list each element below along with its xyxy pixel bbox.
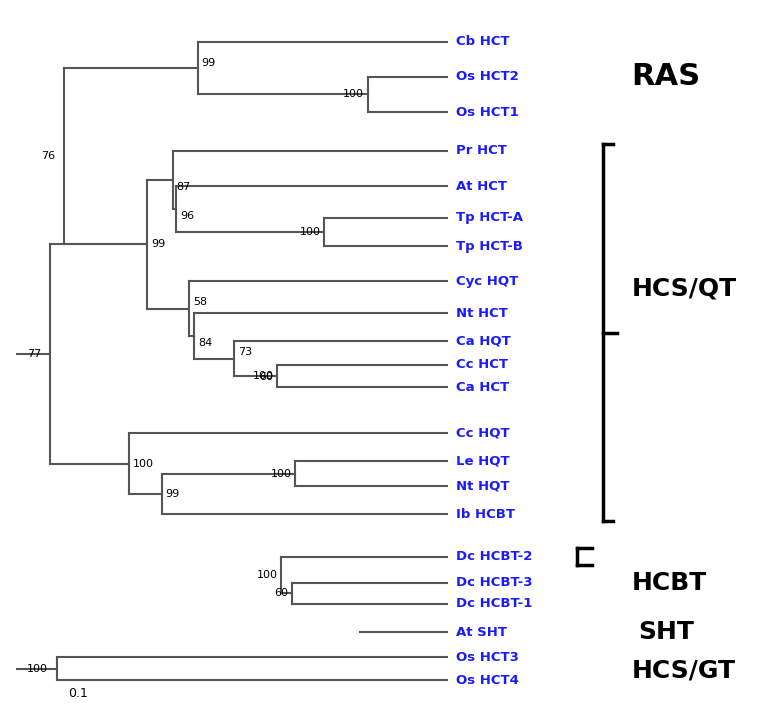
Text: Dc HCBT-2: Dc HCBT-2 bbox=[456, 550, 532, 563]
Text: At SHT: At SHT bbox=[456, 626, 507, 638]
Text: HCBT: HCBT bbox=[631, 571, 707, 594]
Text: SHT: SHT bbox=[639, 620, 694, 644]
Text: 73: 73 bbox=[238, 347, 252, 357]
Text: 87: 87 bbox=[176, 182, 191, 192]
Text: 84: 84 bbox=[198, 338, 212, 348]
Text: Ib HCBT: Ib HCBT bbox=[456, 508, 515, 520]
Text: At HCT: At HCT bbox=[456, 180, 507, 193]
Text: Nt HQT: Nt HQT bbox=[456, 479, 509, 493]
Text: 100: 100 bbox=[343, 90, 364, 100]
Text: RAS: RAS bbox=[631, 63, 700, 91]
Text: Cb HCT: Cb HCT bbox=[456, 35, 509, 48]
Text: HCS/QT: HCS/QT bbox=[631, 277, 737, 301]
Text: Nt HCT: Nt HCT bbox=[456, 306, 508, 320]
Text: HCS/GT: HCS/GT bbox=[631, 659, 736, 683]
Text: 100: 100 bbox=[27, 663, 48, 674]
Text: 100: 100 bbox=[253, 371, 274, 381]
Text: 96: 96 bbox=[180, 211, 194, 221]
Text: Os HCT1: Os HCT1 bbox=[456, 106, 519, 119]
Text: Le HQT: Le HQT bbox=[456, 455, 509, 468]
Text: Ca HQT: Ca HQT bbox=[456, 335, 510, 348]
Text: Dc HCBT-3: Dc HCBT-3 bbox=[456, 576, 532, 589]
Text: 58: 58 bbox=[193, 296, 207, 306]
Text: Os HCT4: Os HCT4 bbox=[456, 673, 519, 687]
Text: Os HCT2: Os HCT2 bbox=[456, 70, 519, 83]
Text: 60: 60 bbox=[260, 373, 274, 383]
Text: 76: 76 bbox=[42, 151, 55, 161]
Text: Cyc HQT: Cyc HQT bbox=[456, 275, 518, 288]
Text: 99: 99 bbox=[201, 58, 216, 68]
Text: 99: 99 bbox=[165, 489, 179, 499]
Text: 100: 100 bbox=[300, 227, 321, 237]
Text: 77: 77 bbox=[26, 349, 41, 359]
Text: 100: 100 bbox=[271, 469, 291, 479]
Text: 99: 99 bbox=[151, 240, 165, 250]
Text: Ca HCT: Ca HCT bbox=[456, 381, 509, 394]
Text: Pr HCT: Pr HCT bbox=[456, 144, 506, 157]
Text: 100: 100 bbox=[257, 570, 277, 580]
Text: Cc HCT: Cc HCT bbox=[456, 358, 508, 371]
Text: Cc HQT: Cc HQT bbox=[456, 427, 509, 439]
Text: Os HCT3: Os HCT3 bbox=[456, 651, 519, 664]
Text: 100: 100 bbox=[132, 459, 154, 469]
Text: 60: 60 bbox=[274, 588, 288, 598]
Text: Tp HCT-B: Tp HCT-B bbox=[456, 240, 523, 252]
Text: 0.1: 0.1 bbox=[68, 687, 88, 700]
Text: Tp HCT-A: Tp HCT-A bbox=[456, 211, 523, 225]
Text: Dc HCBT-1: Dc HCBT-1 bbox=[456, 597, 532, 610]
